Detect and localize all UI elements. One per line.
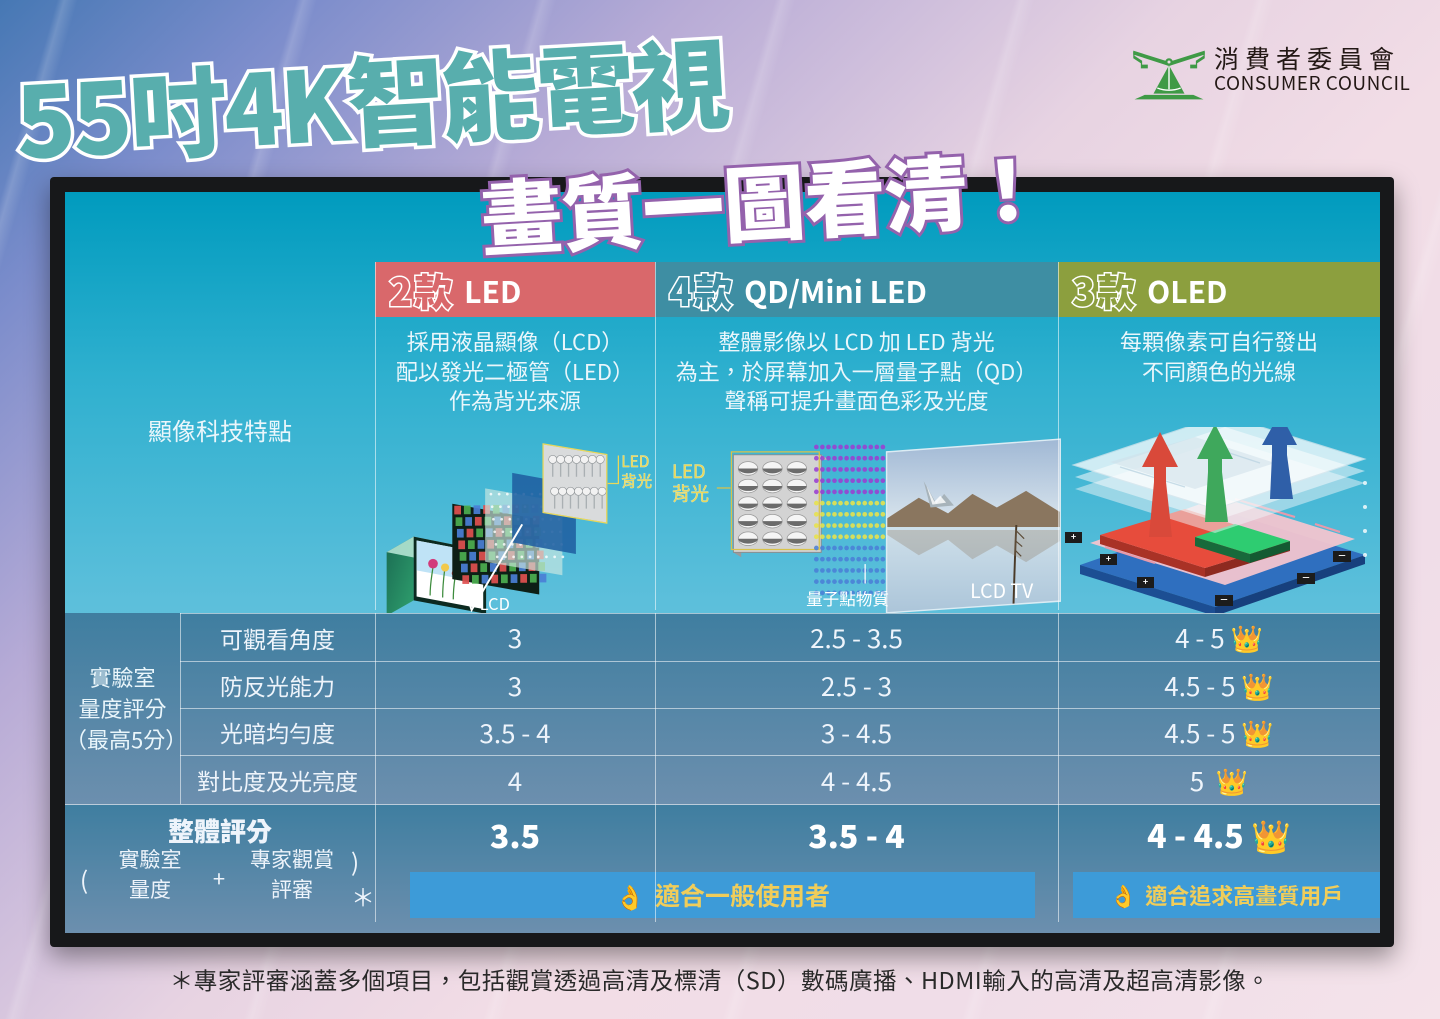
svg-text:LCD TV: LCD TV (970, 575, 1034, 604)
svg-text:－: － (1337, 549, 1346, 562)
svg-text:背光: 背光 (621, 469, 652, 491)
svg-text:LCD: LCD (480, 591, 510, 615)
svg-text:背光: 背光 (672, 481, 709, 507)
svg-text:+: + (1106, 552, 1111, 565)
svg-text:－: － (1301, 571, 1310, 584)
svg-text:－: － (1219, 593, 1228, 606)
svg-text:+: + (1071, 530, 1076, 543)
svg-text:+: + (1143, 575, 1148, 588)
svg-text:量子點物質: 量子點物質 (806, 586, 889, 610)
